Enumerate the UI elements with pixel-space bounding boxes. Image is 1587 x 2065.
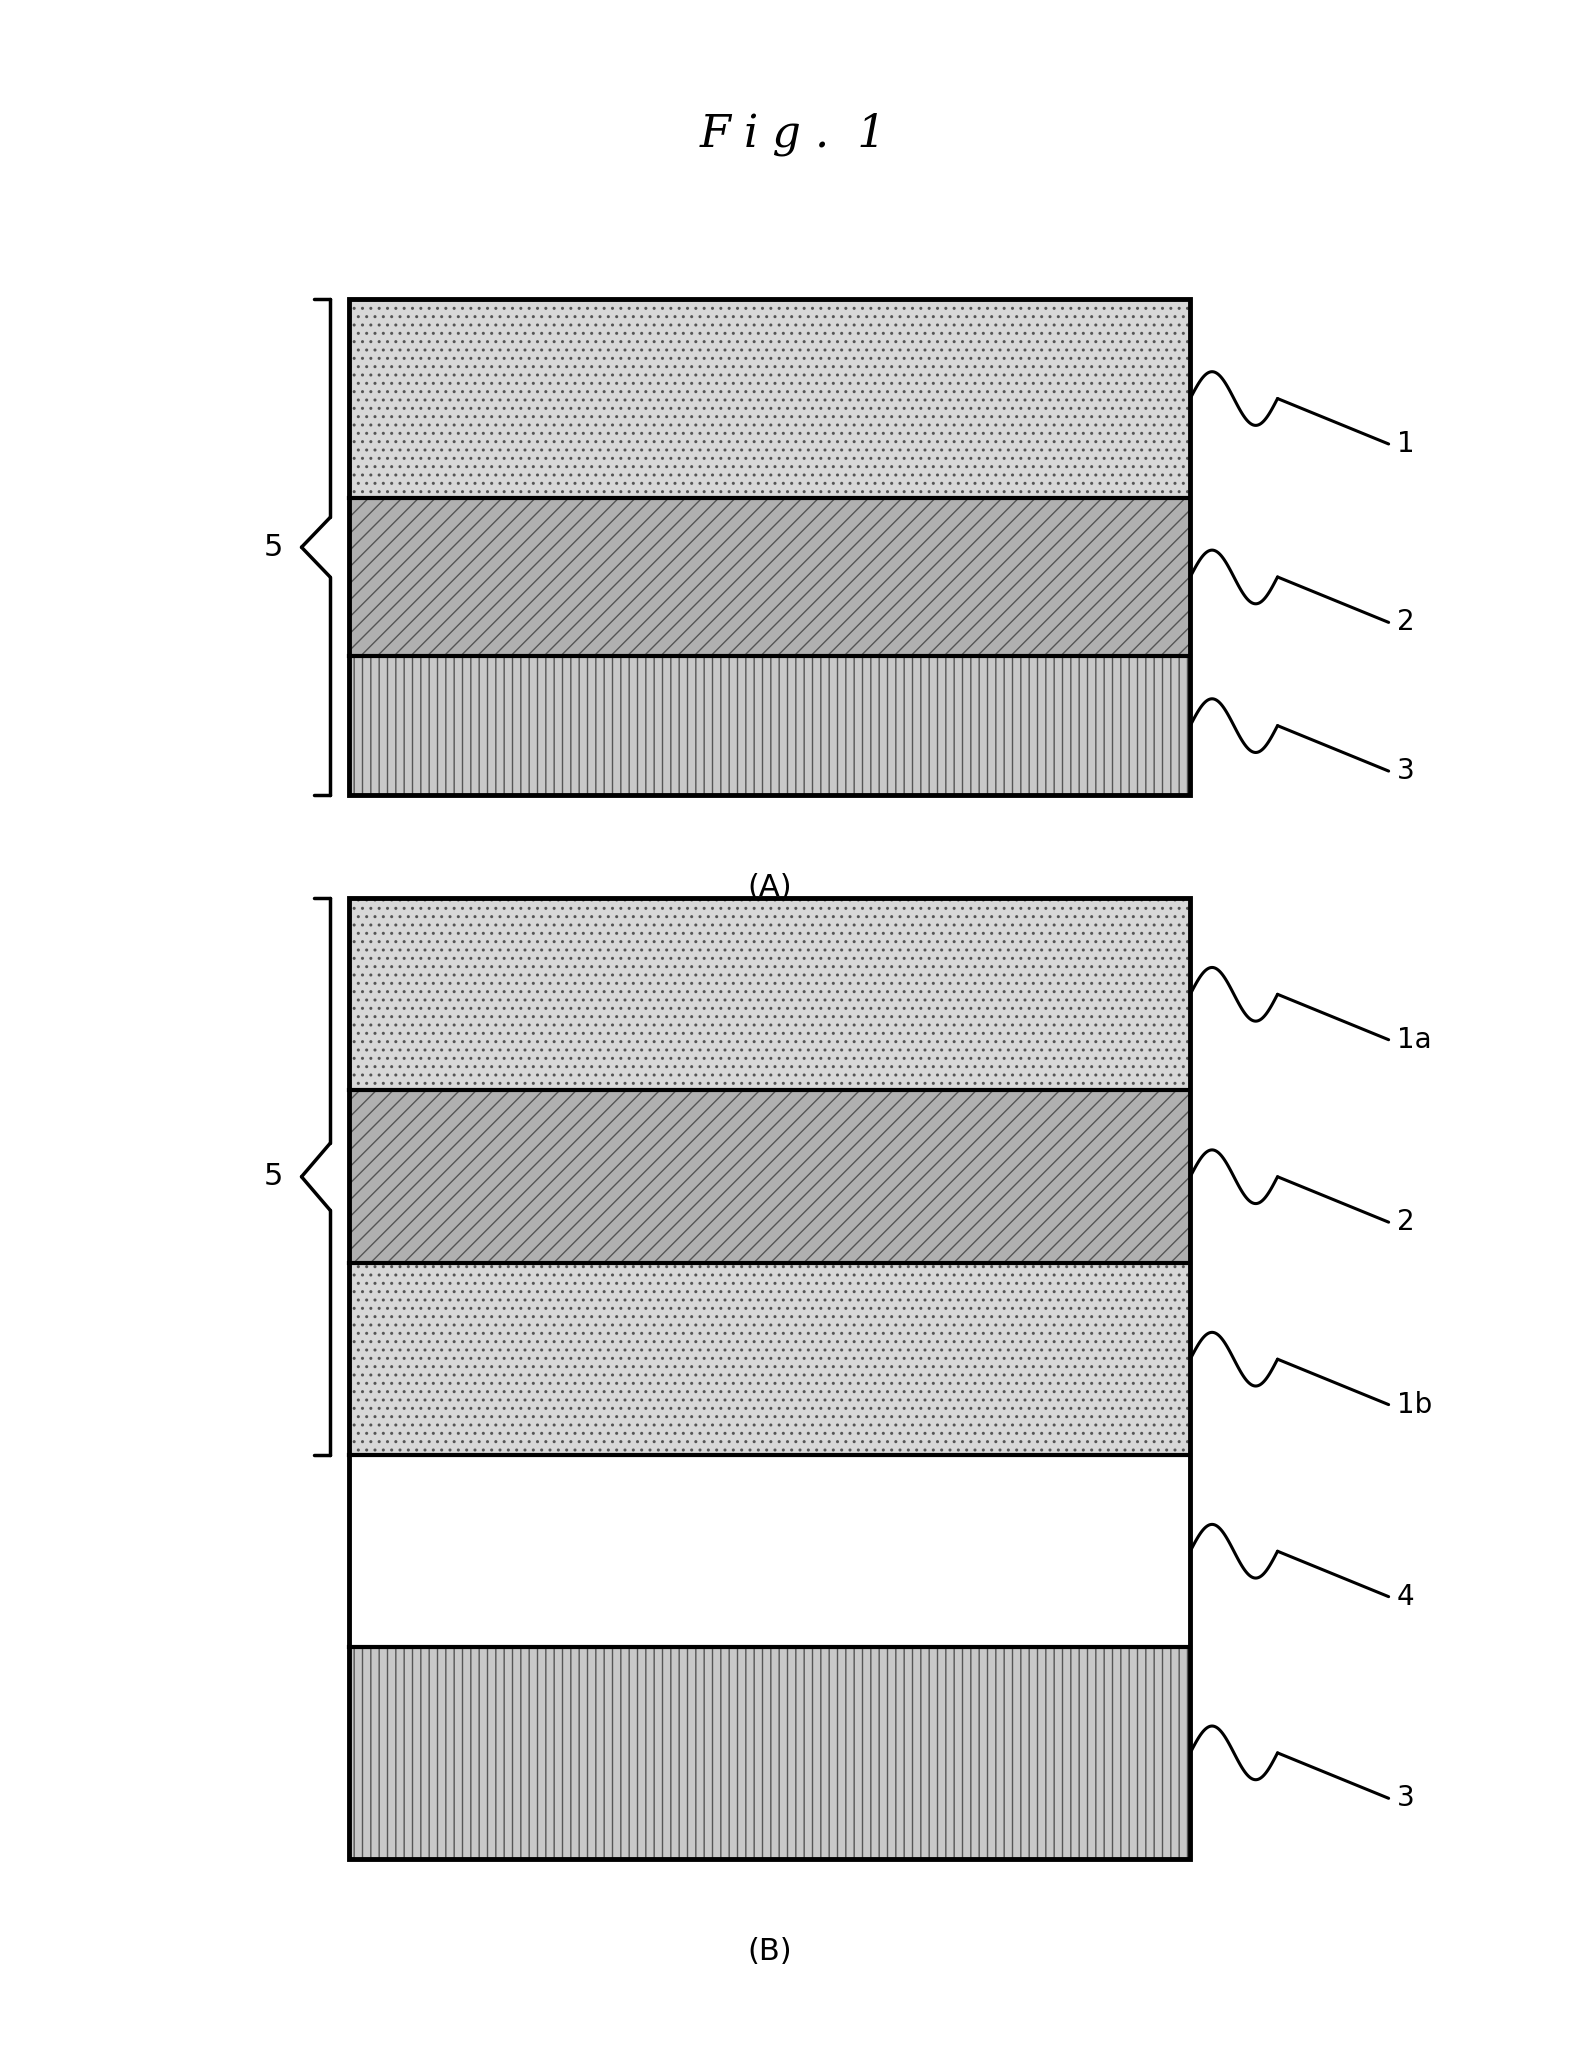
Text: 1a: 1a <box>1397 1026 1431 1053</box>
Text: 5: 5 <box>263 1163 282 1192</box>
Text: 2: 2 <box>1397 609 1414 636</box>
Text: 3: 3 <box>1397 1784 1414 1813</box>
Text: 1b: 1b <box>1397 1390 1431 1419</box>
Bar <box>349 299 1190 795</box>
Bar <box>349 1264 1190 1456</box>
Text: 5: 5 <box>263 533 282 562</box>
Text: 2: 2 <box>1397 1208 1414 1237</box>
Bar <box>349 1648 1190 1858</box>
Text: 3: 3 <box>1397 758 1414 785</box>
Bar <box>349 898 1190 1090</box>
Bar <box>349 1456 1190 1648</box>
Bar <box>349 898 1190 1858</box>
Text: 4: 4 <box>1397 1582 1414 1611</box>
Bar <box>349 498 1190 657</box>
Bar <box>349 1090 1190 1264</box>
Bar <box>349 299 1190 498</box>
Bar <box>349 657 1190 795</box>
Text: F i g .  1: F i g . 1 <box>700 112 887 157</box>
Text: (A): (A) <box>747 873 792 902</box>
Text: (B): (B) <box>747 1937 792 1966</box>
Text: 1: 1 <box>1397 430 1414 458</box>
